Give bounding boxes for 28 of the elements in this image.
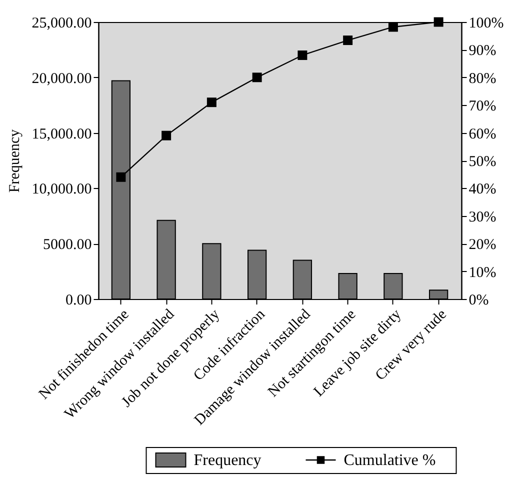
point <box>434 17 444 27</box>
point <box>252 72 262 82</box>
y-tick-label: 20,000.00 <box>32 70 92 87</box>
y2-tick-label: 50% <box>468 154 496 170</box>
y2-tick-label: 80% <box>468 70 496 87</box>
y-tick-label: 25,000.00 <box>32 16 92 32</box>
y2-tick-label: 10% <box>468 264 496 281</box>
point <box>206 98 216 108</box>
legend-label: Cumulative % <box>344 452 436 469</box>
y2-tick-label: 70% <box>468 98 496 115</box>
y2-tick-label: 100% <box>468 16 504 32</box>
point <box>343 36 353 46</box>
y2-tick-label: 30% <box>468 209 496 226</box>
point <box>388 22 398 32</box>
y-tick-label: 0.00 <box>66 292 92 308</box>
y2-tick-label: 40% <box>468 182 496 198</box>
y-tick-label: 10,000.00 <box>32 182 92 198</box>
y-tick-label: 15,000.00 <box>32 126 92 142</box>
y-axis-title: Frequency <box>6 128 23 193</box>
legend-label: Frequency <box>194 452 262 469</box>
y2-tick-label: 60% <box>468 126 496 142</box>
point <box>298 50 308 60</box>
point <box>116 172 126 182</box>
point <box>162 130 172 140</box>
y-tick-label: 5000.00 <box>43 237 92 254</box>
y2-tick-label: 20% <box>468 237 496 254</box>
y2-tick-label: 0% <box>468 292 489 308</box>
y2-tick-label: 90% <box>468 43 496 60</box>
